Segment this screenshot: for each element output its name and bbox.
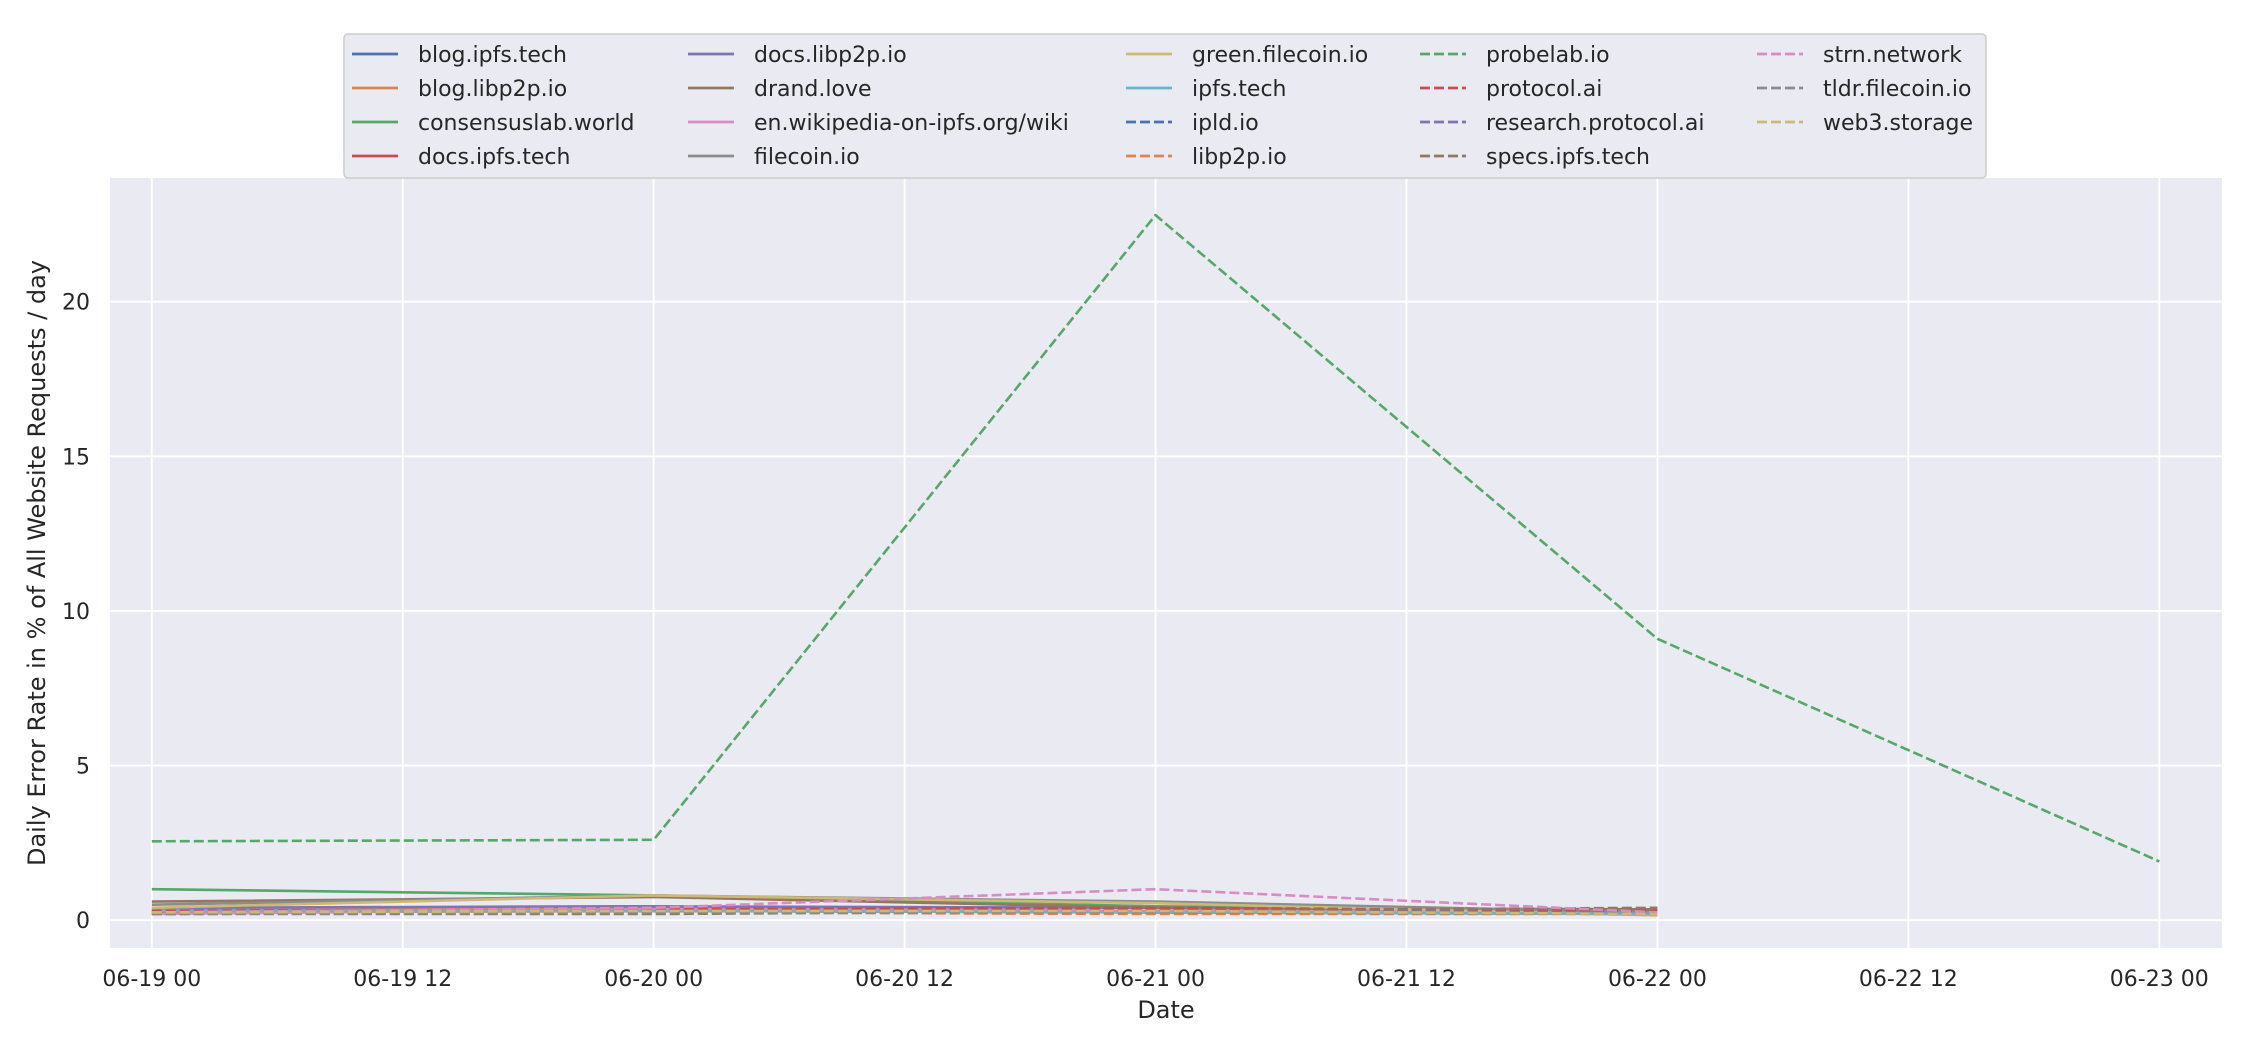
legend-label: specs.ipfs.tech xyxy=(1486,145,1650,170)
y-axis-ticks: 0 5 10 15 20 xyxy=(62,291,90,934)
x-tick-label: 06-19 12 xyxy=(353,967,452,992)
y-tick-label: 5 xyxy=(76,755,90,780)
x-tick-label: 06-23 00 xyxy=(2110,967,2209,992)
legend-label: drand.love xyxy=(754,77,872,102)
legend-box xyxy=(343,33,1987,179)
y-tick-label: 15 xyxy=(62,445,90,470)
x-tick-label: 06-22 12 xyxy=(1859,967,1958,992)
grid xyxy=(110,178,2222,948)
x-tick-label: 06-19 00 xyxy=(102,967,201,992)
legend-label: consensuslab.world xyxy=(418,111,634,136)
y-tick-label: 20 xyxy=(62,291,90,316)
y-axis-label: Daily Error Rate in % of All Website Req… xyxy=(23,260,51,866)
x-tick-label: 06-22 00 xyxy=(1608,967,1707,992)
legend-label: tldr.filecoin.io xyxy=(1823,77,1971,102)
x-tick-label: 06-20 00 xyxy=(604,967,703,992)
x-tick-label: 06-21 12 xyxy=(1357,967,1456,992)
legend-label: libp2p.io xyxy=(1192,145,1287,170)
legend-label: blog.libp2p.io xyxy=(418,77,567,102)
legend-label: en.wikipedia-on-ipfs.org/wiki xyxy=(754,111,1069,136)
legend-label: filecoin.io xyxy=(754,145,860,170)
plot-background xyxy=(110,178,2222,948)
x-tick-label: 06-21 00 xyxy=(1106,967,1205,992)
legend-label: research.protocol.ai xyxy=(1486,111,1705,136)
y-tick-label: 0 xyxy=(76,909,90,934)
legend-label: ipld.io xyxy=(1192,111,1259,136)
series-line xyxy=(151,909,1658,916)
x-axis-label: Date xyxy=(1137,996,1194,1024)
legend-label: blog.ipfs.tech xyxy=(418,43,567,68)
legend: blog.ipfs.tech blog.libp2p.io consensuslab… xyxy=(343,33,1987,179)
x-axis-ticks: 06-19 00 06-19 12 06-20 00 06-20 12 06-21 00… xyxy=(102,967,2208,992)
legend-label: strn.network xyxy=(1823,43,1962,68)
legend-label: docs.libp2p.io xyxy=(754,43,907,68)
series-line xyxy=(151,213,2160,863)
legend-label: green.filecoin.io xyxy=(1192,43,1368,68)
legend-label: web3.storage xyxy=(1823,111,1973,136)
legend-label: docs.ipfs.tech xyxy=(418,145,570,170)
x-tick-label: 06-20 12 xyxy=(855,967,954,992)
series-line xyxy=(151,887,1658,914)
legend-label: protocol.ai xyxy=(1486,77,1602,102)
series-line xyxy=(151,906,1658,916)
legend-label: probelab.io xyxy=(1486,43,1610,68)
legend-label: ipfs.tech xyxy=(1192,77,1286,102)
series-lines xyxy=(151,213,2160,917)
y-tick-label: 10 xyxy=(62,600,90,625)
